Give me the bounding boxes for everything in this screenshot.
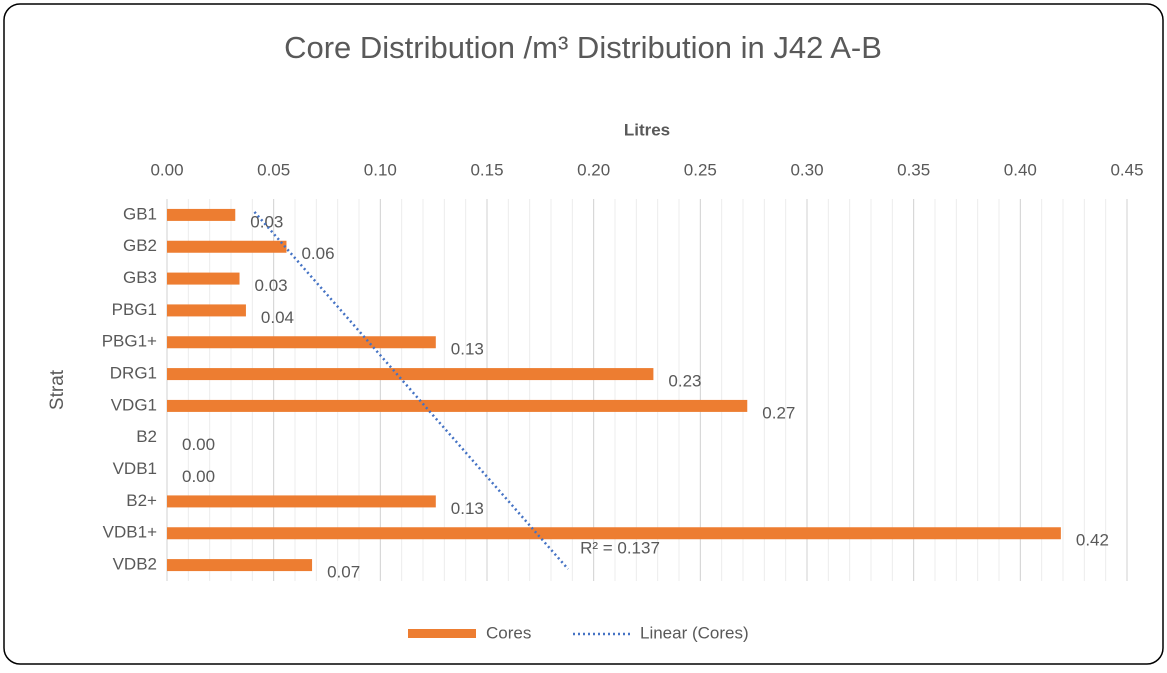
bar [167,272,240,285]
value-label: 0.04 [261,308,294,327]
y-tick-label: B2 [136,427,157,446]
value-label: 0.27 [762,403,795,422]
x-axis-label: Litres [624,120,670,139]
bar [167,559,313,572]
value-label: 0.00 [182,467,215,486]
value-label: 0.03 [250,212,283,231]
bar [167,208,236,221]
x-tick-label: 0.05 [257,160,290,179]
x-tick-label: 0.30 [790,160,823,179]
bar [167,240,287,253]
legend-label: Linear (Cores) [640,623,749,642]
x-tick-label: 0.00 [150,160,183,179]
legend-swatch [408,629,476,638]
x-tick-label: 0.40 [1004,160,1037,179]
y-tick-label: GB2 [123,236,157,255]
value-label: 0.07 [327,563,360,582]
bar [167,336,436,349]
y-tick-label: PBG1+ [102,332,157,351]
value-label: 0.13 [451,340,484,359]
y-axis-label: Strat [47,369,68,410]
x-tick-label: 0.15 [470,160,503,179]
x-tick-label: 0.20 [577,160,610,179]
y-tick-label: VDB2 [113,555,157,574]
legend-label: Cores [486,623,531,642]
y-tick-label: VDG1 [111,395,157,414]
x-tick-label: 0.25 [684,160,717,179]
chart-title: Core Distribution /m³ Distribution in J4… [284,30,882,65]
y-tick-label: VDB1+ [103,523,157,542]
bar [167,399,748,412]
x-tick-label: 0.45 [1110,160,1143,179]
value-label: 0.00 [182,435,215,454]
bar [167,304,246,317]
value-label: 0.03 [255,276,288,295]
y-tick-label: B2+ [126,491,157,510]
y-tick-label: VDB1 [113,459,157,478]
value-label: 0.13 [451,499,484,518]
x-tick-label: 0.35 [897,160,930,179]
value-label: 0.42 [1076,531,1109,550]
y-tick-label: PBG1 [112,300,157,319]
value-label: 0.06 [301,244,334,263]
bar [167,368,654,381]
y-tick-label: GB3 [123,268,157,287]
bar [167,527,1061,540]
x-tick-label: 0.10 [364,160,397,179]
y-tick-label: DRG1 [110,364,157,383]
trendline [253,211,570,570]
value-label: 0.23 [668,372,701,391]
trendline-label: R² = 0.137 [580,539,660,558]
y-tick-label: GB1 [123,204,157,223]
bar [167,495,436,508]
